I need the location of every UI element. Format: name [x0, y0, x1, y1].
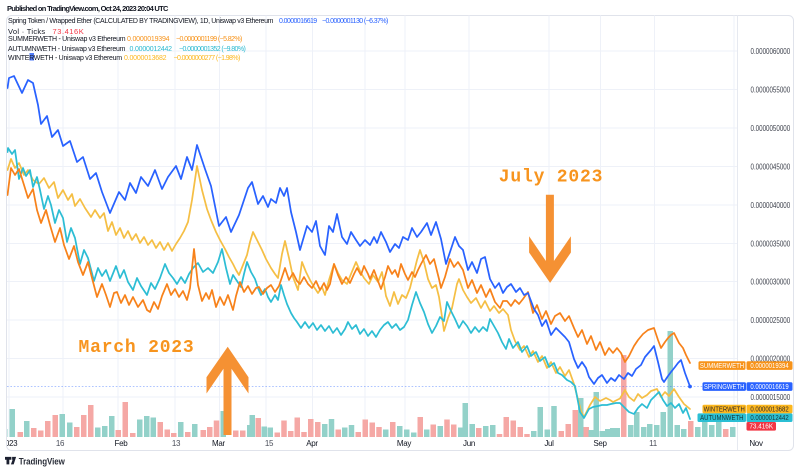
svg-text:March 2023: March 2023 [78, 338, 194, 358]
svg-text:Jun: Jun [463, 439, 475, 448]
svg-text:July 2023: July 2023 [499, 168, 603, 188]
svg-text:0.0000040000: 0.0000040000 [751, 200, 791, 210]
svg-text:0.0000050000: 0.0000050000 [751, 123, 791, 133]
svg-text:Jul: Jul [544, 439, 554, 448]
svg-text:0.0000035000: 0.0000035000 [751, 238, 791, 248]
svg-text:13: 13 [172, 439, 181, 448]
svg-text:SPRINGWETH: SPRINGWETH [704, 383, 745, 391]
svg-text:0.0000060000: 0.0000060000 [751, 46, 791, 56]
svg-text:0.0000013682: 0.0000013682 [750, 406, 789, 414]
svg-text:2023: 2023 [1, 439, 18, 448]
svg-text:Apr: Apr [306, 439, 318, 448]
svg-text:15: 15 [265, 439, 274, 448]
svg-text:May: May [397, 439, 412, 448]
svg-text:0.0000012442: 0.0000012442 [750, 415, 789, 423]
svg-text:0.0000016619: 0.0000016619 [750, 383, 789, 391]
svg-text:0.0000019394: 0.0000019394 [750, 362, 789, 370]
svg-text:11: 11 [649, 439, 658, 448]
svg-text:AUTUMNWETH: AUTUMNWETH [700, 415, 743, 423]
svg-text:SUMMERWETH: SUMMERWETH [700, 362, 744, 370]
svg-text:Mar: Mar [212, 439, 226, 448]
svg-text:Sep: Sep [593, 439, 607, 448]
svg-text:0.0000055000: 0.0000055000 [751, 84, 791, 94]
svg-text:0.0000015000: 0.0000015000 [751, 392, 791, 402]
svg-text:0.0000030000: 0.0000030000 [751, 276, 791, 286]
svg-text:Nov: Nov [749, 439, 763, 448]
svg-text:0.0000025000: 0.0000025000 [751, 315, 791, 325]
svg-text:73.416K: 73.416K [749, 423, 773, 431]
svg-text:TradingView: TradingView [19, 456, 65, 467]
svg-text:0.0000020000: 0.0000020000 [751, 353, 791, 363]
svg-text:0.0000045000: 0.0000045000 [751, 161, 791, 171]
svg-text:16: 16 [56, 439, 65, 448]
svg-text:WINTERWETH: WINTERWETH [704, 406, 745, 414]
svg-text:Feb: Feb [115, 439, 129, 448]
